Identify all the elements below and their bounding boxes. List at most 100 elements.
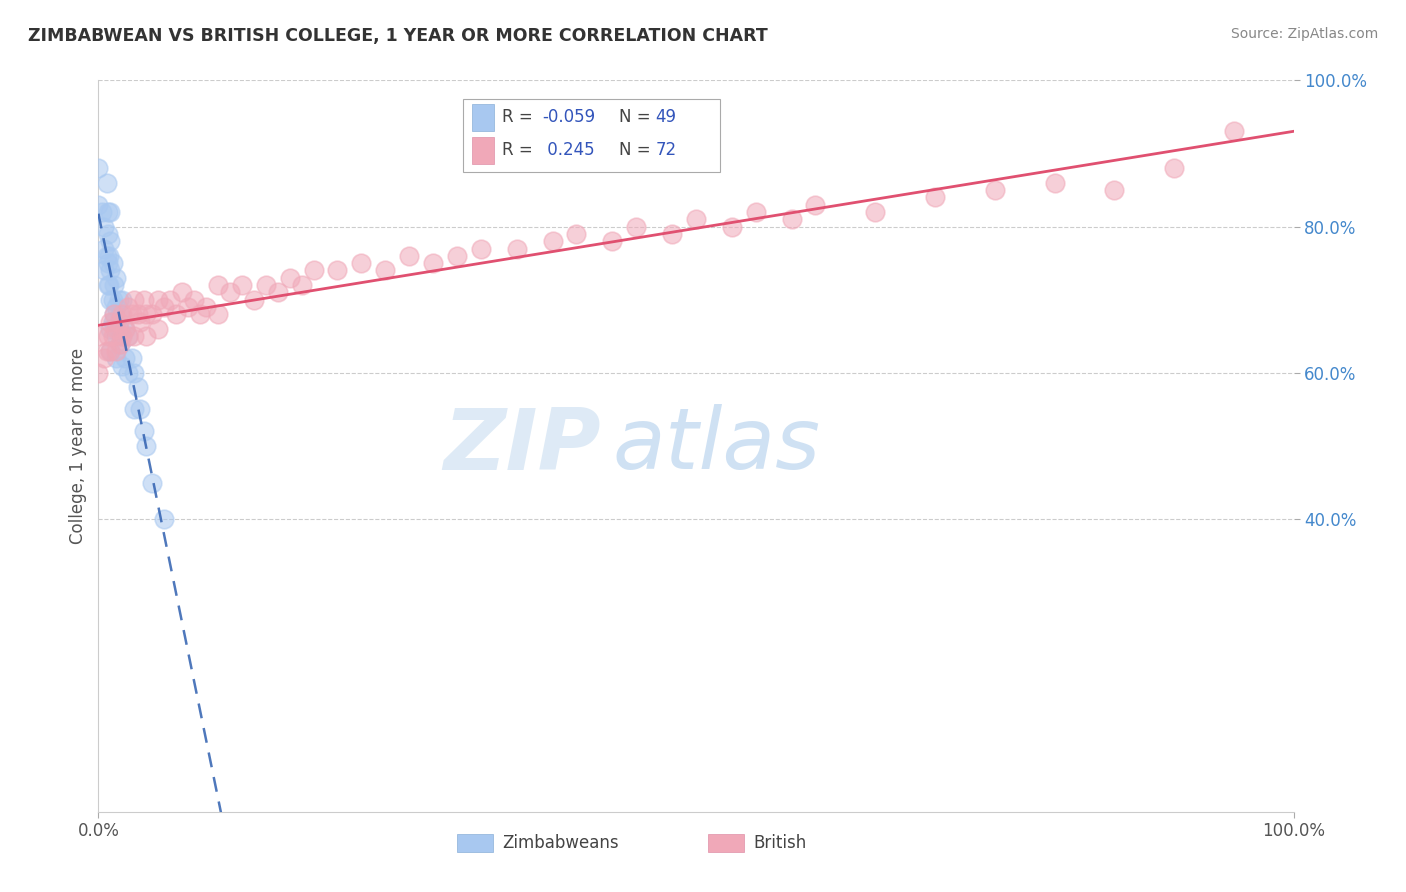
Point [98,343,122,358]
Point [159,293,181,307]
Point [97,205,120,219]
Point [183,293,205,307]
Bar [457,834,494,852]
Point [111,307,134,321]
Text: N =: N = [620,108,657,126]
Point [117,300,139,314]
Point [117,329,139,343]
Point [135,439,157,453]
Point [153,512,176,526]
Point [101,293,124,307]
Point [98,278,121,293]
Point [107,322,129,336]
Point [114,322,136,336]
Bar [709,834,744,852]
Point [135,329,157,343]
Point [103,278,125,293]
Point [141,307,163,321]
Point [93,242,115,256]
Point [96,249,118,263]
Point [96,176,118,190]
Text: R =: R = [502,108,538,126]
Point [148,322,170,336]
Point [541,234,564,248]
Point [1043,176,1066,190]
Point [132,425,155,439]
Point [207,307,229,321]
Point [350,256,373,270]
Text: 49: 49 [655,108,676,126]
Text: ZIP: ZIP [443,404,600,488]
Point [98,263,122,277]
Point [87,366,110,380]
Point [103,307,125,321]
Point [93,263,115,277]
Point [745,205,768,219]
Text: -0.059: -0.059 [541,108,595,126]
Point [565,227,588,241]
Point [117,366,139,380]
Point [602,234,624,248]
Point [1163,161,1185,175]
Point [87,161,110,175]
Bar [472,103,494,131]
Point [124,402,146,417]
Point [172,285,194,300]
Bar [463,99,720,171]
Point [98,249,121,263]
Text: R =: R = [502,141,538,159]
Point [1223,124,1246,138]
Point [254,278,277,293]
Point [117,329,139,343]
Point [721,219,744,234]
Point [127,380,149,394]
Point [626,219,648,234]
Point [127,307,149,321]
Point [219,285,242,300]
Point [93,219,115,234]
Point [111,329,134,343]
Point [148,293,170,307]
Point [243,293,266,307]
Point [103,307,125,321]
Point [267,285,290,300]
Point [87,329,110,343]
Point [98,205,122,219]
Point [108,336,131,351]
Point [291,278,314,293]
Point [97,256,120,270]
Text: Zimbabweans: Zimbabweans [502,834,619,852]
Point [865,205,887,219]
Point [153,300,176,314]
Point [470,242,492,256]
Text: 72: 72 [655,141,676,159]
Text: British: British [754,834,807,852]
Point [96,343,118,358]
Text: Source: ZipAtlas.com: Source: ZipAtlas.com [1230,27,1378,41]
Point [97,278,120,293]
Point [87,197,110,211]
Point [124,329,146,343]
Point [98,234,122,248]
Point [165,307,187,321]
Point [506,242,529,256]
Point [121,351,143,366]
Point [101,329,124,343]
Point [105,329,128,343]
Point [302,263,325,277]
Point [105,343,128,358]
Point [984,183,1007,197]
Point [129,402,152,417]
Point [107,293,129,307]
Point [101,256,124,270]
Point [97,227,120,241]
Point [121,307,143,321]
Point [195,300,218,314]
Point [111,329,134,343]
Point [804,197,827,211]
Text: 0.245: 0.245 [541,141,595,159]
Point [105,322,128,336]
Point [1104,183,1126,197]
Point [98,293,122,307]
Point [446,249,468,263]
